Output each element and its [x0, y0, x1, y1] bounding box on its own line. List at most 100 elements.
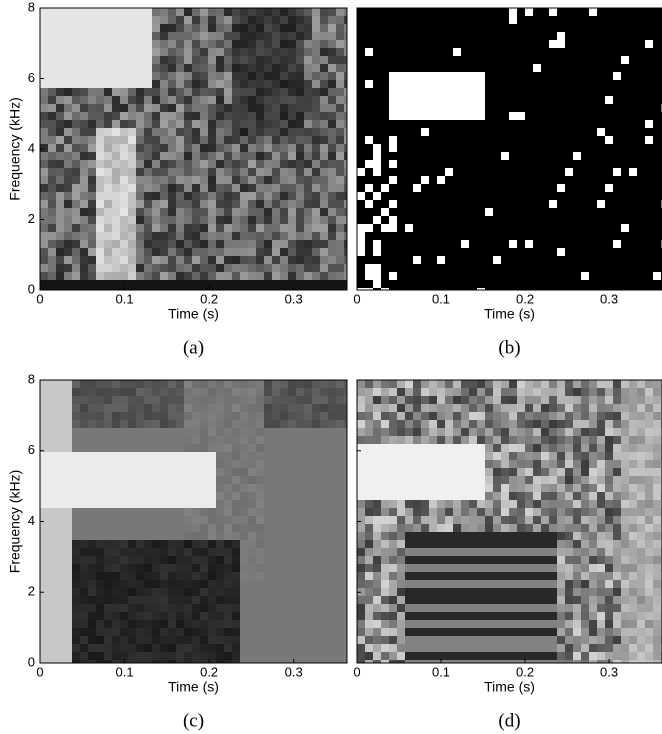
texture-cell [240, 524, 248, 532]
texture-cell [405, 612, 413, 620]
texture-cell [461, 644, 469, 652]
texture-cell [264, 564, 272, 572]
texture-cell [224, 556, 232, 564]
texture-cell [320, 184, 328, 192]
texture-cell [493, 548, 501, 556]
texture-cell [445, 572, 453, 580]
texture-cell [256, 64, 264, 72]
texture-cell [429, 540, 437, 548]
texture-cell [152, 224, 160, 232]
texture-cell [160, 548, 168, 556]
texture-cell [501, 184, 509, 192]
texture-cell [336, 256, 344, 264]
texture-cell [357, 200, 365, 208]
texture-cell [336, 8, 344, 16]
texture-cell [477, 136, 485, 144]
texture-cell [312, 436, 320, 444]
texture-cell [40, 56, 48, 64]
texture-cell [421, 144, 429, 152]
texture-cell [336, 436, 344, 444]
texture-cell [96, 436, 104, 444]
texture-cell [120, 272, 128, 280]
texture-cell [429, 104, 437, 112]
texture-cell [112, 272, 120, 280]
texture-cell [437, 232, 445, 240]
texture-cell [168, 476, 176, 484]
texture-cell [445, 628, 453, 636]
texture-cell [485, 112, 493, 120]
texture-cell [397, 24, 405, 32]
texture-cell [48, 540, 56, 548]
texture-cell [88, 40, 96, 48]
texture-cell [413, 192, 421, 200]
texture-cell [573, 152, 581, 160]
texture-cell [208, 264, 216, 272]
texture-cell [224, 168, 232, 176]
texture-cell [200, 136, 208, 144]
texture-cell [296, 144, 304, 152]
texture-cell [397, 588, 405, 596]
texture-cell [493, 540, 501, 548]
texture-cell [112, 628, 120, 636]
texture-cell [405, 596, 413, 604]
texture-cell [168, 444, 176, 452]
texture-cell [525, 104, 533, 112]
texture-cell [120, 476, 128, 484]
texture-cell [629, 8, 637, 16]
texture-cell [144, 540, 152, 548]
texture-cell [469, 168, 477, 176]
texture-cell [144, 224, 152, 232]
texture-cell [621, 280, 629, 288]
texture-cell [645, 264, 653, 272]
texture-cell [312, 48, 320, 56]
texture-cell [485, 396, 493, 404]
texture-cell [373, 48, 381, 56]
texture-cell [501, 136, 509, 144]
texture-cell [328, 508, 336, 516]
texture-cell [160, 232, 168, 240]
texture-cell [312, 532, 320, 540]
texture-cell [413, 524, 421, 532]
texture-cell [312, 420, 320, 428]
texture-cell [485, 64, 493, 72]
texture-cell [48, 176, 56, 184]
texture-cell [288, 620, 296, 628]
texture-cell [208, 532, 216, 540]
texture-cell [80, 524, 88, 532]
texture-cell [336, 476, 344, 484]
texture-cell [80, 56, 88, 64]
texture-cell [40, 280, 48, 288]
texture-cell [445, 64, 453, 72]
texture-cell [328, 652, 336, 660]
texture-cell [168, 388, 176, 396]
texture-cell [381, 652, 389, 660]
texture-cell [232, 264, 240, 272]
texture-cell [104, 572, 112, 580]
texture-cell [168, 620, 176, 628]
texture-cell [653, 40, 661, 48]
texture-cell [240, 264, 248, 272]
texture-cell [653, 32, 661, 40]
texture-cell [365, 224, 373, 232]
texture-cell [637, 160, 645, 168]
texture-cell [304, 612, 312, 620]
texture-cell [232, 16, 240, 24]
texture-cell [485, 652, 493, 660]
texture-cell [160, 104, 168, 112]
texture-cell [80, 644, 88, 652]
texture-cell [304, 580, 312, 588]
texture-cell [525, 64, 533, 72]
texture-cell [272, 216, 280, 224]
texture-cell [541, 216, 549, 224]
texture-cell [605, 240, 613, 248]
texture-cell [48, 96, 56, 104]
texture-cell [64, 16, 72, 24]
texture-cell [405, 604, 413, 612]
texture-cell [581, 152, 589, 160]
texture-cell [48, 256, 56, 264]
texture-cell [224, 48, 232, 56]
texture-cell [469, 280, 477, 288]
texture-cell [48, 128, 56, 136]
texture-cell [184, 64, 192, 72]
texture-cell [421, 444, 429, 452]
